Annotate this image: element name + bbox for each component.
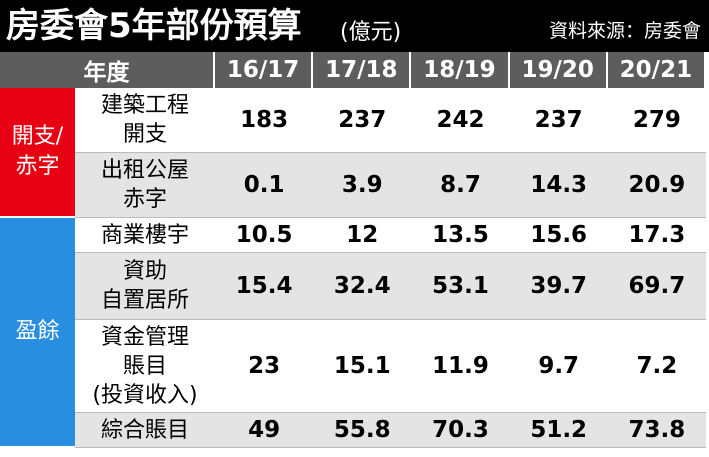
value: 10.5: [235, 222, 293, 248]
value: 17.3: [628, 222, 686, 248]
column-header: 18/19: [411, 52, 510, 88]
corner-label: 年度: [83, 60, 130, 86]
group-text: 盈餘: [15, 319, 60, 344]
value-cell: 49: [215, 413, 314, 448]
value-cell: 13.5: [411, 218, 510, 253]
value-cell: 10.5: [215, 218, 314, 253]
value: 73.8: [628, 417, 686, 443]
value: 7.2: [636, 353, 678, 379]
value-cell: 9.7: [509, 320, 608, 413]
row-text: 自置居所: [100, 288, 189, 313]
value: 69.7: [628, 273, 686, 299]
row-label: 資助 自置居所: [75, 253, 215, 320]
value-cell: 23: [215, 320, 314, 413]
column-header: 16/17: [215, 52, 314, 88]
group-text: 開支/: [11, 124, 64, 149]
value-cell: 51.2: [509, 413, 608, 448]
title-bar: 房委會5年部份預算 (億元) 資料來源：房委會: [0, 0, 709, 52]
value-cell: 11.9: [411, 320, 510, 413]
value: 14.3: [530, 172, 588, 198]
value: 279: [632, 107, 681, 133]
row-label: 建築工程 開支: [75, 88, 215, 153]
value: 15.1: [333, 353, 391, 379]
row-text: 綜合賬目: [100, 417, 189, 443]
value-cell: 8.7: [411, 153, 510, 218]
value-cell: 237: [313, 88, 412, 153]
value: 9.7: [538, 353, 580, 379]
unit: (億元): [340, 20, 402, 45]
row-label: 資金管理賬目 (投資收入): [75, 320, 215, 413]
column-header: 17/18: [313, 52, 412, 88]
value-cell: 183: [215, 88, 314, 153]
value: 39.7: [530, 273, 588, 299]
value-cell: 14.3: [509, 153, 608, 218]
group-label: 盈餘: [0, 218, 75, 448]
value: 20.9: [628, 172, 686, 198]
value-cell: 15.1: [313, 320, 412, 413]
value: 70.3: [432, 417, 489, 443]
value: 242: [436, 107, 485, 133]
value: 32.4: [333, 273, 391, 299]
year: 16/17: [226, 57, 300, 83]
value-cell: 0.1: [215, 153, 314, 218]
year: 20/21: [619, 57, 693, 83]
row-text: 資助: [122, 259, 167, 284]
value: 23: [248, 353, 281, 379]
value: 53.1: [432, 273, 489, 299]
value-cell: 17.3: [607, 218, 706, 253]
value: 237: [338, 107, 387, 133]
year: 19/20: [521, 57, 594, 83]
group-label: 開支/赤字: [0, 88, 75, 218]
value-cell: 279: [607, 88, 706, 153]
value: 51.2: [530, 417, 588, 443]
value: 49: [248, 417, 281, 443]
value: 3.9: [341, 172, 383, 198]
value-cell: 15.4: [215, 253, 314, 320]
row-text: 賬目: [122, 353, 167, 379]
source: 資料來源：房委會: [548, 20, 701, 42]
row-text: 開支: [122, 122, 167, 147]
row-text: 資金管理: [100, 324, 189, 350]
value: 183: [240, 107, 289, 133]
value: 12: [346, 222, 379, 248]
value-cell: 73.8: [607, 413, 706, 448]
row-text: 商業樓宇: [100, 222, 189, 248]
row-label: 綜合賬目: [75, 413, 215, 448]
title: 房委會5年部份預算: [6, 6, 302, 46]
row-label: 商業樓宇: [75, 218, 215, 253]
value-cell: 242: [411, 88, 510, 153]
value-cell: 12: [313, 218, 412, 253]
value: 55.8: [333, 417, 391, 443]
value: 8.7: [440, 172, 481, 198]
column-header: 19/20: [509, 52, 608, 88]
value-cell: 7.2: [607, 320, 706, 413]
year: 18/19: [423, 57, 496, 83]
header-cell: 年度: [0, 52, 215, 88]
value-cell: 69.7: [607, 253, 706, 320]
value-cell: 53.1: [411, 253, 510, 320]
group-text: 赤字: [15, 154, 60, 179]
value: 15.6: [530, 222, 588, 248]
value-cell: 237: [509, 88, 608, 153]
value: 0.1: [243, 172, 285, 198]
value-cell: 20.9: [607, 153, 706, 218]
value-cell: 39.7: [509, 253, 608, 320]
row-text: 出租公屋: [100, 158, 189, 183]
row-text: 赤字: [122, 187, 167, 212]
value: 11.9: [432, 353, 489, 379]
value: 15.4: [235, 273, 293, 299]
row-label: 出租公屋 赤字: [75, 153, 215, 218]
year: 17/18: [325, 57, 398, 83]
value: 237: [534, 107, 583, 133]
value-cell: 55.8: [313, 413, 412, 448]
value: 13.5: [432, 222, 489, 248]
value-cell: 3.9: [313, 153, 412, 218]
column-header: 20/21: [607, 52, 706, 88]
row-text: 建築工程: [100, 93, 189, 118]
row-text: (投資收入): [92, 382, 198, 408]
value-cell: 70.3: [411, 413, 510, 448]
value-cell: 32.4: [313, 253, 412, 320]
value-cell: 15.6: [509, 218, 608, 253]
